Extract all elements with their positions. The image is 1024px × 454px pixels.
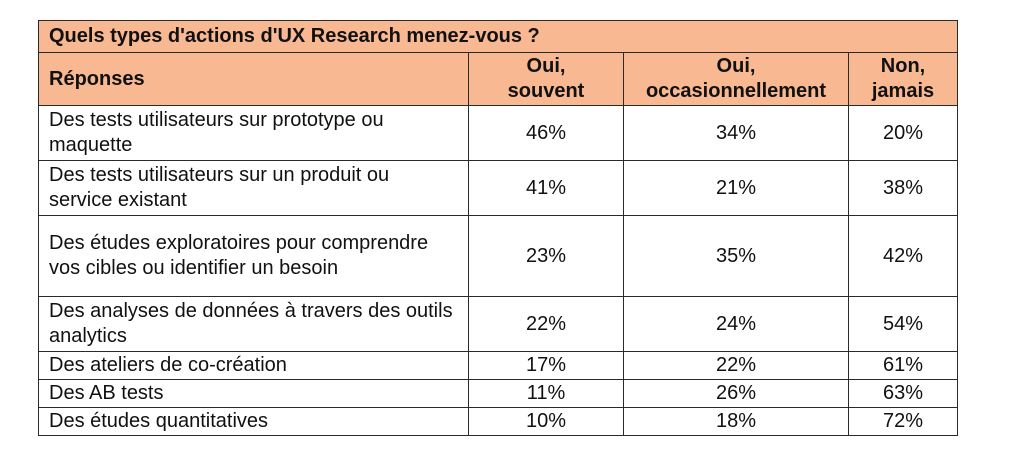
header-row: Réponses Oui, souvent Oui, occasionnelle… <box>38 52 959 106</box>
never-value: 72% <box>847 407 959 436</box>
table-row: Des tests utilisateurs sur un produit ou… <box>38 160 959 216</box>
never-value: 63% <box>847 379 959 408</box>
survey-table: Quels types d'actions d'UX Research mene… <box>37 20 959 436</box>
row-label: Des ateliers de co-création <box>38 351 469 380</box>
never-header-line1: Non, <box>880 55 926 77</box>
never-value: 61% <box>847 351 959 380</box>
often-header-line2: souvent <box>507 80 585 102</box>
row-label: Des études exploratoires pour comprendre… <box>38 215 469 297</box>
often-value: 22% <box>468 296 624 352</box>
never-header-line2: jamais <box>871 80 935 102</box>
answers-column-header: Réponses <box>38 52 469 106</box>
often-column-header: Oui, souvent <box>468 52 624 106</box>
occasionally-value: 22% <box>623 351 849 380</box>
never-value: 20% <box>847 105 959 161</box>
often-value: 10% <box>468 407 624 436</box>
row-label: Des études quantitatives <box>38 407 469 436</box>
table-row: Des analyses de données à travers des ou… <box>38 296 959 352</box>
table-row: Des AB tests 11% 26% 63% <box>38 379 959 408</box>
table-row: Des études exploratoires pour comprendre… <box>38 215 959 297</box>
never-value: 38% <box>847 160 959 216</box>
table-title: Quels types d'actions d'UX Research mene… <box>37 20 959 53</box>
never-value: 42% <box>847 215 959 297</box>
occasionally-value: 24% <box>623 296 849 352</box>
table-row: Des tests utilisateurs sur prototype ou … <box>38 105 959 161</box>
occasionally-value: 21% <box>623 160 849 216</box>
occasionally-value: 35% <box>623 215 849 297</box>
title-row: Quels types d'actions d'UX Research mene… <box>37 20 959 53</box>
table-row: Des études quantitatives 10% 18% 72% <box>38 407 959 436</box>
occasionally-value: 26% <box>623 379 849 408</box>
occasionally-value: 34% <box>623 105 849 161</box>
often-value: 23% <box>468 215 624 297</box>
row-label: Des analyses de données à travers des ou… <box>38 296 469 352</box>
never-value: 54% <box>847 296 959 352</box>
occasionally-header-line1: Oui, <box>716 55 756 77</box>
occasionally-header-line2: occasionnellement <box>645 80 827 102</box>
often-value: 46% <box>468 105 624 161</box>
often-value: 11% <box>468 379 624 408</box>
table-row: Des ateliers de co-création 17% 22% 61% <box>38 351 959 380</box>
never-column-header: Non, jamais <box>847 52 959 106</box>
row-label: Des tests utilisateurs sur prototype ou … <box>38 105 469 161</box>
often-value: 17% <box>468 351 624 380</box>
occasionally-column-header: Oui, occasionnellement <box>623 52 849 106</box>
row-label: Des AB tests <box>38 379 469 408</box>
occasionally-value: 18% <box>623 407 849 436</box>
row-label: Des tests utilisateurs sur un produit ou… <box>38 160 469 216</box>
often-value: 41% <box>468 160 624 216</box>
often-header-line1: Oui, <box>526 55 566 77</box>
